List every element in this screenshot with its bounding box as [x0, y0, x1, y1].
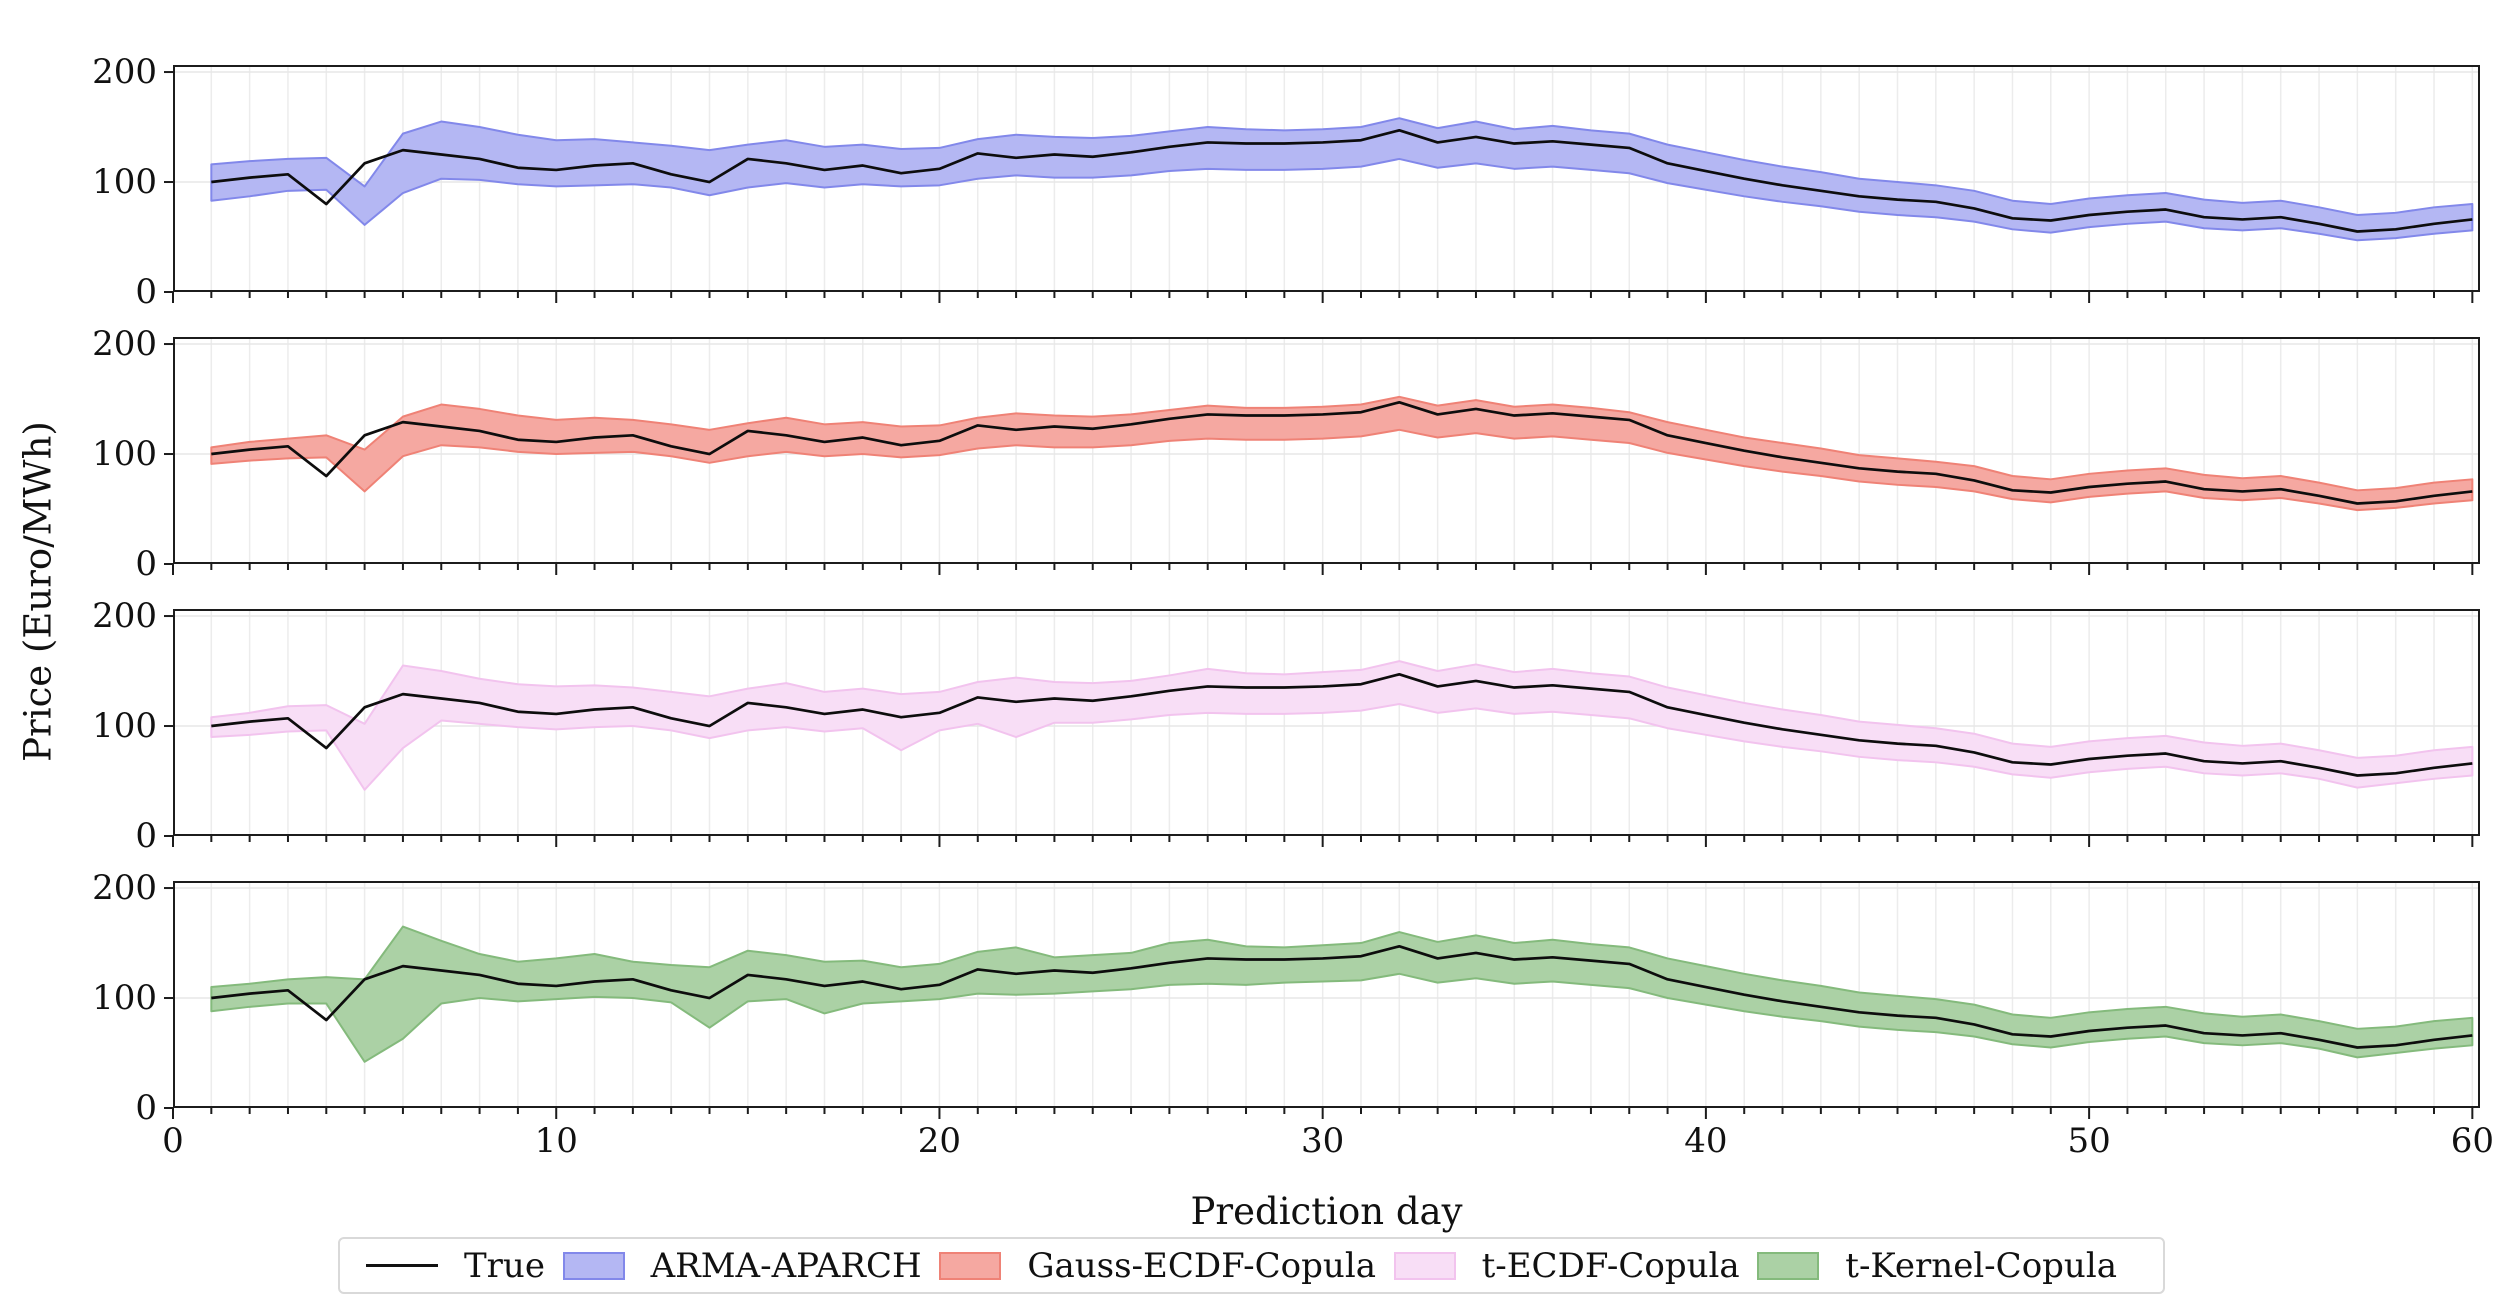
true-price-line: [211, 128, 2473, 233]
legend-label: t-Kernel-Copula: [1845, 1245, 2117, 1286]
y-tick-label-0: 0: [135, 272, 157, 312]
y-tick-label-200: 200: [92, 52, 157, 93]
legend-item-ARMA-APARCH: ARMA-APARCH: [562, 1245, 922, 1286]
y-axis-title: Price (Euro/MWh): [16, 421, 60, 762]
subplot-t-ecdf-copula: 200 100 0: [92, 599, 2480, 853]
legend-label: ARMA-APARCH: [650, 1245, 922, 1286]
x-tick-label-20: 20: [917, 1121, 962, 1161]
legend-label: t-ECDF-Copula: [1481, 1245, 1740, 1286]
prediction-band-ARMA-APARCH: [210, 117, 2474, 242]
x-tick-label-30: 30: [1301, 1121, 1345, 1161]
plot-canvas-t-Kernel-Copula: [164, 881, 2480, 1119]
legend-color-patch: [1757, 1251, 1820, 1280]
y-tick-label-200: 200: [92, 596, 157, 637]
legend-item-t-Kernel-Copula: t-Kernel-Copula: [1757, 1249, 2117, 1283]
true-price-line: [211, 944, 2473, 1049]
true-price-line: [211, 400, 2473, 505]
legend-item-True: True: [366, 1249, 545, 1283]
y-tick-label-100: 100: [92, 978, 157, 1019]
x-tick-label-10: 10: [534, 1121, 578, 1161]
x-tick-label-40: 40: [1684, 1121, 1728, 1161]
y-tick-label-0: 0: [135, 1088, 157, 1128]
legend-item-t-ECDF-Copula: t-ECDF-Copula: [1393, 1245, 1740, 1286]
prediction-band-Gauss-ECDF-Copula: [210, 395, 2474, 512]
subplot-arma-aparch: 200 100 0: [92, 55, 2480, 309]
legend-label: True: [464, 1245, 545, 1286]
true-price-line: [211, 672, 2473, 777]
y-tick-label-0: 0: [135, 816, 157, 856]
legend-line-sample: [366, 1264, 438, 1267]
legend-label: Gauss-ECDF-Copula: [1027, 1245, 1376, 1286]
legend-item-Gauss-ECDF-Copula: Gauss-ECDF-Copula: [939, 1249, 1376, 1283]
legend: True ARMA-APARCH Gauss-ECDF-Copula t-ECDF-C…: [338, 1237, 2165, 1294]
x-tick-label-0: 0: [162, 1121, 184, 1161]
prediction-band-t-ECDF-Copula: [210, 660, 2474, 791]
legend-color-patch: [562, 1251, 625, 1280]
x-tick-label-60: 60: [2450, 1121, 2494, 1161]
y-tick-label-100: 100: [92, 434, 157, 475]
y-tick-label-100: 100: [92, 706, 157, 747]
y-tick-label-200: 200: [92, 868, 157, 909]
legend-color-patch: [939, 1251, 1002, 1280]
x-axis-title: Prediction day: [1190, 1190, 1463, 1233]
plot-canvas-Gauss-ECDF-Copula: [164, 337, 2480, 575]
x-tick-label-50: 50: [2067, 1121, 2111, 1161]
subplot-t-kernel-copula: 200 100 0: [92, 871, 2480, 1125]
y-tick-label-100: 100: [92, 162, 157, 203]
y-tick-label-0: 0: [135, 544, 157, 584]
plot-canvas-t-ECDF-Copula: [164, 609, 2480, 847]
x-axis-tick-labels: 0 10 20 30 40 50 60: [0, 1124, 2500, 1164]
y-tick-label-200: 200: [92, 324, 157, 365]
plot-canvas-ARMA-APARCH: [164, 65, 2480, 303]
subplot-gauss-ecdf-copula: 200 100 0: [92, 327, 2480, 581]
prediction-band-t-Kernel-Copula: [210, 925, 2474, 1063]
legend-color-patch: [1393, 1251, 1456, 1280]
